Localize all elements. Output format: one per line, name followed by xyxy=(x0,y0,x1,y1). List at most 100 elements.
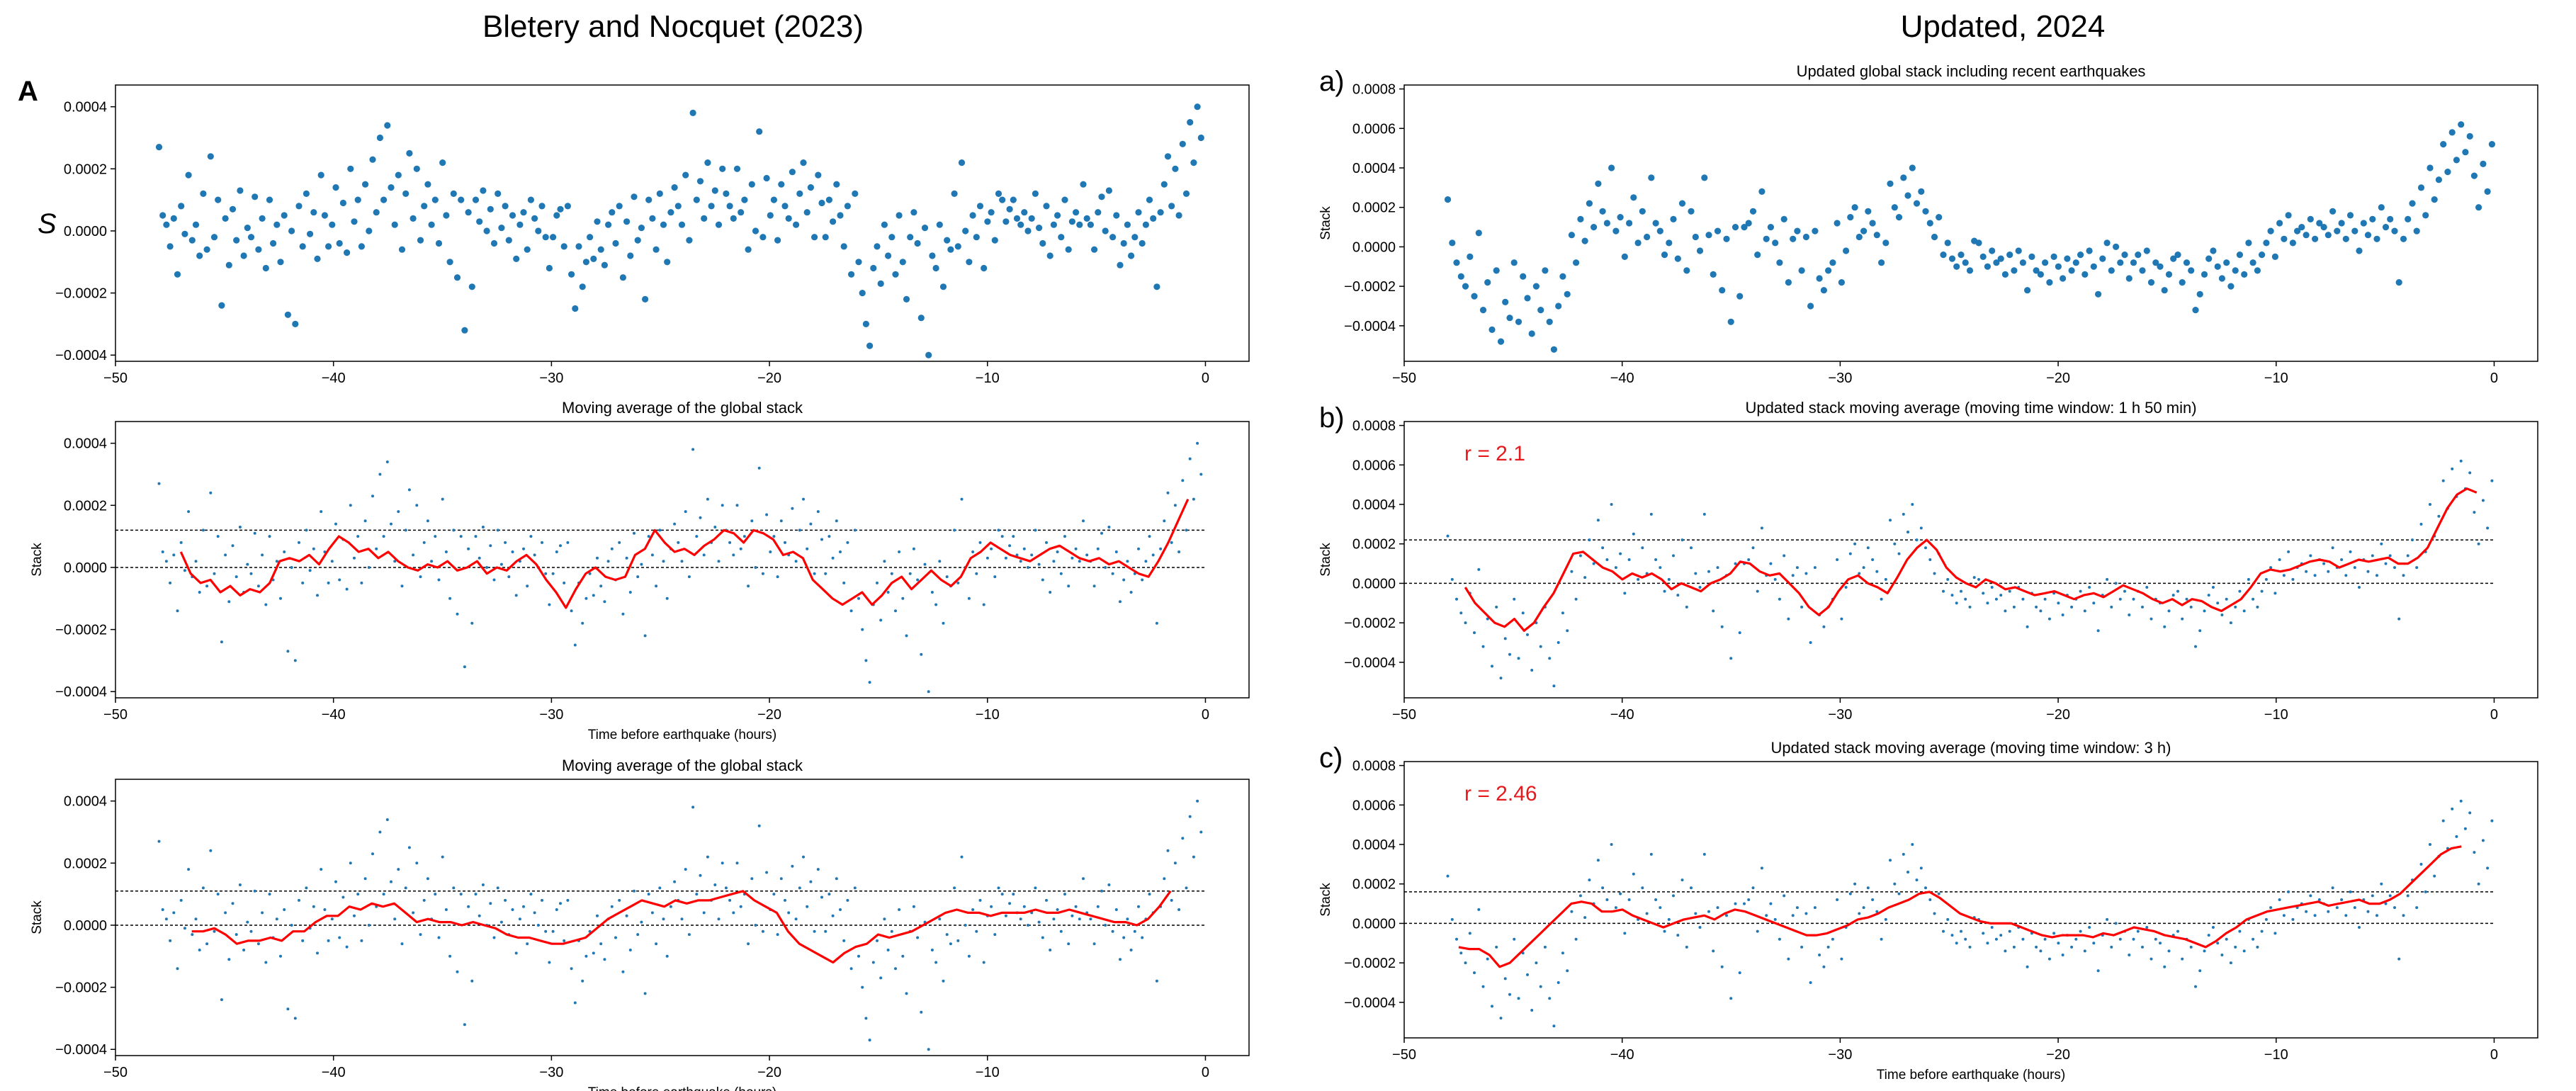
r1-scatter-point xyxy=(1670,215,1677,222)
l2-scatter-point xyxy=(953,528,956,532)
l3-scatter-point xyxy=(647,893,650,896)
l1-scatter-point xyxy=(888,234,896,241)
r3-xtick-label: −40 xyxy=(1610,1047,1634,1063)
r3-scatter-point xyxy=(1840,957,1843,961)
r2-scatter-point xyxy=(2256,605,2259,609)
l2-scatter-point xyxy=(533,553,536,557)
l1-scatter-point xyxy=(789,169,796,176)
r1-scatter-point xyxy=(1772,239,1779,247)
l3-scatter-point xyxy=(419,933,422,937)
l1-scatter-point xyxy=(380,196,388,203)
l3-scatter-point xyxy=(864,1017,868,1020)
r2-scatter-point xyxy=(2211,586,2215,589)
r2-scatter-point xyxy=(1610,503,1613,506)
r1-scatter-point xyxy=(1997,255,2004,262)
r1-scatter-point xyxy=(1488,326,1496,333)
l2-scatter-point xyxy=(235,575,238,579)
l1-scatter-point xyxy=(215,196,222,203)
l3-scatter-point xyxy=(739,905,742,908)
l3-scatter-point xyxy=(1196,799,1199,803)
r2-scatter-point xyxy=(2411,538,2414,542)
r3-scatter-point xyxy=(2136,929,2140,933)
r1-scatter-point xyxy=(1966,267,1974,274)
l1-scatter-point xyxy=(435,239,443,247)
l3-scatter-point xyxy=(459,893,463,896)
l1-scatter-point xyxy=(347,165,354,172)
l1-scatter-point xyxy=(991,237,998,244)
l3-scatter-point xyxy=(1063,893,1066,896)
r2-scatter-point xyxy=(1906,531,1909,533)
l2-scatter-point xyxy=(459,535,463,538)
l2-scatter-point xyxy=(802,497,805,501)
l3-scatter-point xyxy=(599,942,603,946)
r2-scatter-point xyxy=(1960,589,1962,593)
l1-scatter-point xyxy=(818,199,825,207)
r1-scatter-point xyxy=(1497,338,1505,345)
r1-scatter-point xyxy=(2435,176,2442,183)
l1-scatter-point xyxy=(785,215,792,222)
l1-scatter-point xyxy=(852,190,859,197)
r2-scatter-point xyxy=(2358,586,2361,589)
l1-scatter-point xyxy=(225,261,232,268)
l1-scatter-point xyxy=(240,252,247,259)
l1-scatter-point xyxy=(1098,193,1105,200)
l2-scatter-point xyxy=(1034,528,1037,532)
r3-scatter-point xyxy=(1503,977,1507,980)
l3-scatter-point xyxy=(898,908,901,911)
r2-scatter-point xyxy=(2247,577,2250,581)
r2-scatter-point xyxy=(1897,552,1901,555)
r2-scatter-point xyxy=(2468,471,2472,475)
r3-scatter-point xyxy=(1982,932,1985,935)
r3-scatter-point xyxy=(1676,934,1680,937)
r3-scatter-point xyxy=(2331,886,2334,890)
r3-scatter-point xyxy=(2260,929,2264,933)
l3-scatter-point xyxy=(699,874,702,877)
l3-xtick-label: 0 xyxy=(1202,1065,1209,1080)
r2-scatter-point xyxy=(2459,459,2463,463)
r2-scatter-point xyxy=(1986,601,1989,605)
l2-scatter-point xyxy=(650,553,654,557)
r3-scatter-point xyxy=(1641,886,1644,890)
l2-scatter-point xyxy=(934,603,938,606)
l3-scatter-point xyxy=(452,886,456,890)
l1-scatter-point xyxy=(1002,218,1010,225)
l2-scatter-point xyxy=(316,594,319,597)
l1-scatter-point xyxy=(1153,283,1160,290)
r3-xtick-label: −10 xyxy=(2264,1047,2288,1063)
r1-scatter-point xyxy=(1989,247,1996,254)
r3-panel-label: c) xyxy=(1319,742,1343,774)
l3-scatter-point xyxy=(802,855,805,859)
l1-scatter-point xyxy=(166,243,174,250)
l1-scatter-point xyxy=(704,159,711,166)
l1-scatter-point xyxy=(1117,261,1124,268)
l3-scatter-point xyxy=(261,911,264,915)
l1-scatter-point xyxy=(1120,239,1127,247)
r1-scatter-point xyxy=(2320,224,2327,231)
l2-scatter-point xyxy=(721,504,724,507)
l1-ytick-label: 0.0004 xyxy=(64,100,107,115)
l1-scatter-point xyxy=(476,218,483,225)
r2-scatter-point xyxy=(1738,631,1741,635)
l2-scatter-point xyxy=(662,560,665,563)
r1-scatter-point xyxy=(2267,227,2274,234)
l2-scatter-point xyxy=(559,544,562,548)
r1-scatter-point xyxy=(2484,188,2491,195)
r2-scatter-point xyxy=(2008,589,2011,593)
l2-scatter-point xyxy=(706,497,709,501)
l3-scatter-point xyxy=(702,911,706,915)
r3-scatter-point xyxy=(1756,929,1759,933)
r1-scatter-point xyxy=(2152,259,2159,266)
l2-scatter-point xyxy=(684,510,687,514)
r3-scatter-point xyxy=(1955,942,1958,945)
l3-scatter-point xyxy=(905,992,908,995)
l3-scatter-point xyxy=(1126,917,1129,921)
r1-scatter-point xyxy=(1506,315,1513,322)
r2-scatter-point xyxy=(1902,512,1905,516)
l1-scatter-point xyxy=(748,181,755,188)
r3-scatter-point xyxy=(1627,898,1631,901)
l2-scatter-point xyxy=(345,587,349,591)
l3-scatter-point xyxy=(610,905,614,908)
l1-scatter-point xyxy=(999,196,1006,203)
r1-scatter-point xyxy=(1457,273,1464,280)
